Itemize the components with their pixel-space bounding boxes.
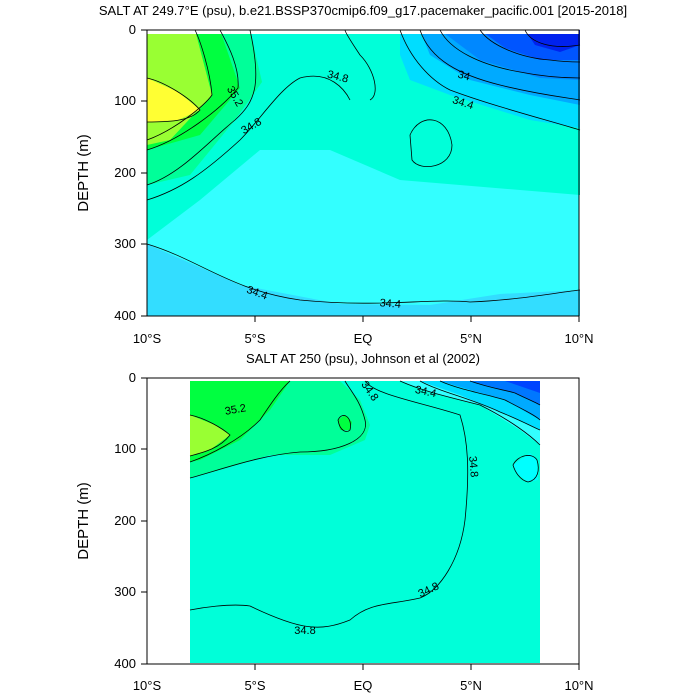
top-panel-axes: 0 100 200 300 400 10°S 5°S EQ 5°N 10°N D…: [75, 22, 594, 346]
bottom-panel-axes: 0 100 200 300 400 10°S 5°S EQ 5°N 10°N D…: [75, 370, 594, 693]
y-tick-label: 400: [114, 308, 136, 323]
x-tick-label: 5°N: [460, 331, 482, 346]
contour-label: 34.4: [414, 384, 437, 400]
contour-label: 34.8: [466, 456, 480, 478]
bottom-panel-fill: [190, 381, 540, 663]
y-tick-label: 100: [114, 441, 136, 456]
top-panel-fill: [147, 30, 580, 316]
y-tick-label: 0: [129, 370, 136, 385]
bottom-panel-contour-labels: 35.2 34.8 34.4 34.8 34.8 34.8: [224, 379, 480, 637]
x-tick-label: EQ: [354, 678, 373, 693]
y-tick-label: 300: [114, 584, 136, 599]
y-tick-label: 100: [114, 93, 136, 108]
y-tick-label: 200: [114, 513, 136, 528]
contour-label: 35.2: [224, 402, 247, 418]
x-tick-label: 10°S: [133, 331, 162, 346]
contour-label: 34.8: [326, 69, 350, 86]
top-panel-title: SALT AT 249.7°E (psu), b.e21.BSSP370cmip…: [99, 3, 627, 18]
bottom-y-axis-label: DEPTH (m): [75, 482, 92, 560]
top-panel-isolines: [146, 29, 581, 304]
x-tick-label: 10°N: [564, 331, 593, 346]
x-tick-label: 5°S: [244, 331, 265, 346]
contour-label: 34.8: [294, 625, 315, 637]
x-tick-label: 10°S: [133, 678, 162, 693]
x-tick-label: EQ: [354, 331, 373, 346]
y-tick-label: 200: [114, 165, 136, 180]
x-tick-label: 5°N: [460, 678, 482, 693]
top-y-axis-label: DEPTH (m): [75, 134, 92, 212]
y-tick-label: 0: [129, 22, 136, 37]
y-tick-label: 300: [114, 236, 136, 251]
x-tick-label: 5°S: [244, 678, 265, 693]
bottom-panel-isolines: [189, 380, 541, 628]
bottom-panel-title: SALT AT 250 (psu), Johnson et al (2002): [246, 351, 480, 366]
x-tick-label: 10°N: [564, 678, 593, 693]
contour-label: 34.4: [379, 297, 401, 311]
contour-label: 34: [456, 69, 471, 84]
y-tick-label: 400: [114, 656, 136, 671]
top-panel-contour-labels: 34.8 35.2 34.8 34 34.4 34.4 34.4: [224, 69, 475, 311]
